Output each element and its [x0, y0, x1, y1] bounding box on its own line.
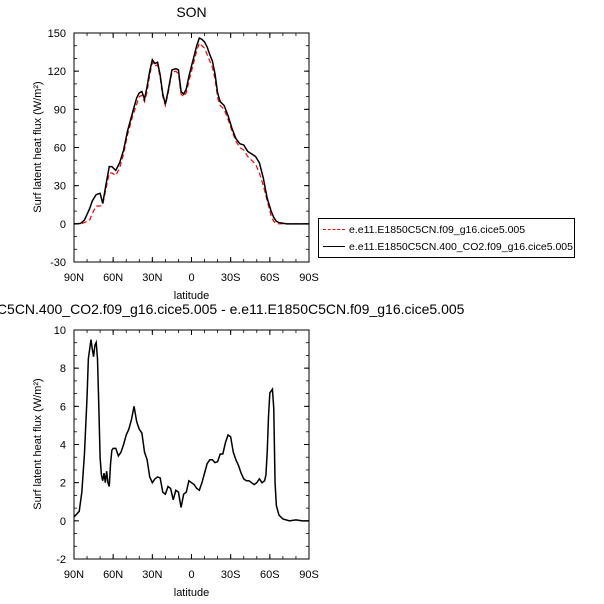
y-tick-label: 120: [48, 66, 66, 78]
x-tick-label: 90S: [299, 569, 319, 581]
bottom-x-axis-label: latitude: [174, 587, 209, 599]
x-tick-label: 30N: [142, 569, 162, 581]
top-chart-title: SON: [176, 4, 206, 20]
y-tick-label: 150: [48, 28, 66, 40]
legend-label-control: e.e11.E1850C5CN.f09_g16.cice5.005: [349, 224, 526, 236]
y-tick-label: 4: [60, 440, 66, 452]
top-y-axis-label: Surf latent heat flux (W/m²): [32, 81, 44, 212]
y-tick-label: 60: [54, 143, 66, 155]
series-line-400co2: [73, 37, 309, 225]
x-tick-label: 30S: [221, 569, 241, 581]
x-tick-label: 0: [188, 569, 194, 581]
y-tick-label: -2: [56, 554, 66, 566]
x-tick-label: 90S: [299, 272, 319, 284]
bottom-y-axis-label: Surf latent heat flux (W/m²): [32, 378, 44, 509]
top-x-axis-label: latitude: [174, 290, 209, 302]
y-tick-label: -30: [50, 257, 66, 269]
y-tick-label: 6: [60, 401, 66, 413]
x-tick-label: 90N: [64, 272, 84, 284]
legend-label-400co2: e.e11.E1850C5CN.400_CO2.f09_g16.cice5.00…: [349, 241, 573, 253]
y-tick-label: 10: [54, 325, 66, 337]
bottom-chart-title: e.e11.E1850C5CN.400_CO2.f09_g16.cice5.00…: [0, 301, 465, 317]
bottom-panel: e.e11.E1850C5CN.400_CO2.f09_g16.cice5.00…: [0, 301, 465, 599]
series-line-control: [74, 42, 309, 225]
legend-swatch-dashed-red: [323, 229, 345, 230]
x-tick-label: 60N: [103, 272, 123, 284]
y-tick-label: 0: [60, 219, 66, 231]
y-tick-label: 8: [60, 363, 66, 375]
y-tick-label: 90: [54, 104, 66, 116]
x-tick-label: 60S: [260, 569, 280, 581]
series-line-difference: [73, 339, 309, 522]
x-tick-label: 0: [188, 272, 194, 284]
top-panel: SON -30 0 30 60 90 120 150 90N 60N 30N 0 30S 60S 90S…: [32, 4, 319, 302]
y-tick-label: 2: [60, 478, 66, 490]
legend: e.e11.E1850C5CN.f09_g16.cice5.005 e.e11.…: [318, 218, 575, 258]
y-tick-label: 0: [60, 516, 66, 528]
y-tick-label: 30: [54, 181, 66, 193]
legend-swatch-solid-black: [323, 246, 345, 247]
x-tick-label: 30S: [221, 272, 241, 284]
x-tick-label: 90N: [64, 569, 84, 581]
x-tick-label: 60S: [260, 272, 280, 284]
x-tick-label: 30N: [142, 272, 162, 284]
x-tick-label: 60N: [103, 569, 123, 581]
